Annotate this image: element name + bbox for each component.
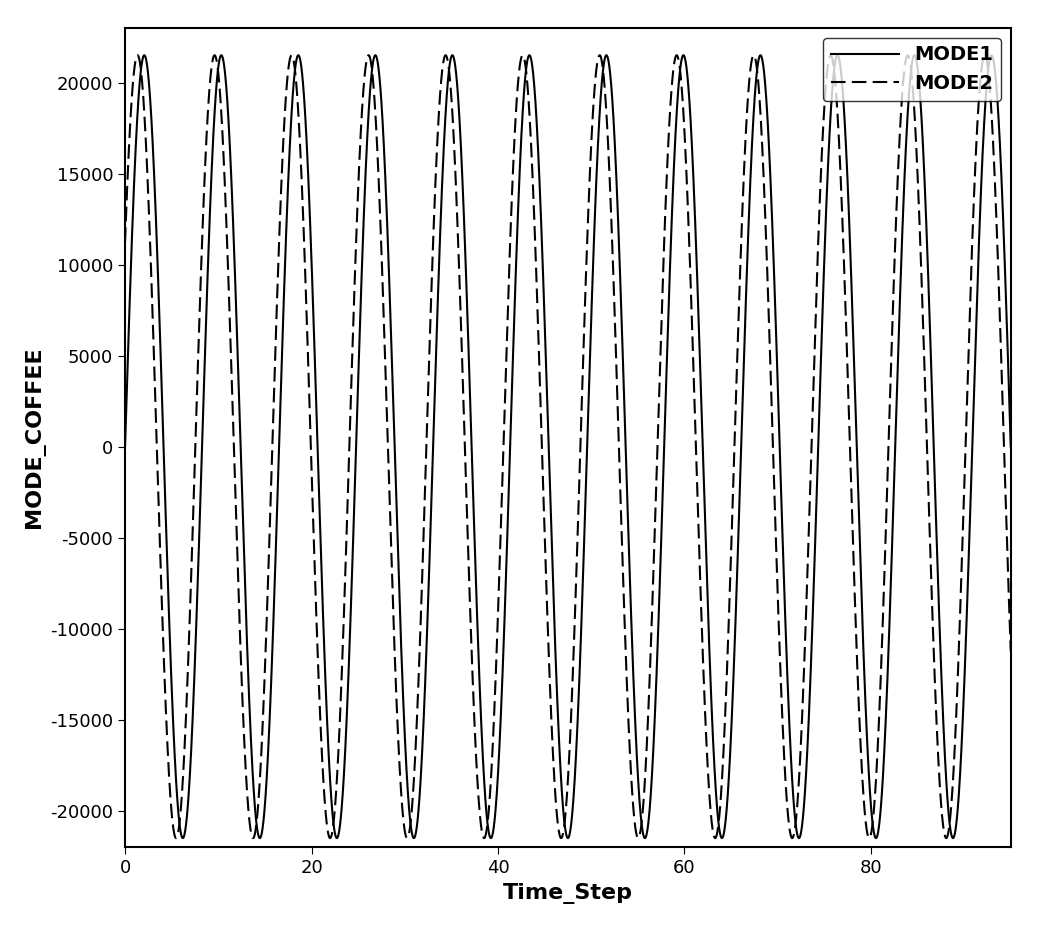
MODE2 (170, 832, 182, 843)
MODE2 (172, 827, 184, 838)
MODE1 (552, 716, 565, 727)
Legend: MODE1, MODE2: MODE1, MODE2 (823, 37, 1001, 101)
Line: MODE1: MODE1 (125, 55, 1011, 838)
MODE1 (119, 441, 131, 452)
MODE2 (1004, 646, 1017, 657)
X-axis label: Time_Step: Time_Step (503, 883, 632, 904)
MODE2 (901, 49, 914, 61)
MODE2 (119, 236, 131, 248)
MODE1 (293, 50, 305, 61)
MODE1 (123, 316, 135, 327)
Y-axis label: MODE_COFFEE: MODE_COFFEE (24, 346, 45, 529)
MODE1 (155, 383, 168, 394)
Line: MODE2: MODE2 (125, 55, 1011, 838)
MODE1 (485, 832, 497, 843)
MODE1 (215, 49, 227, 61)
MODE1 (172, 803, 184, 814)
MODE1 (958, 685, 970, 696)
MODE2 (552, 820, 565, 831)
MODE2 (155, 594, 168, 605)
MODE1 (1004, 441, 1017, 452)
MODE2 (123, 141, 135, 152)
MODE2 (958, 490, 970, 501)
MODE2 (293, 115, 305, 126)
